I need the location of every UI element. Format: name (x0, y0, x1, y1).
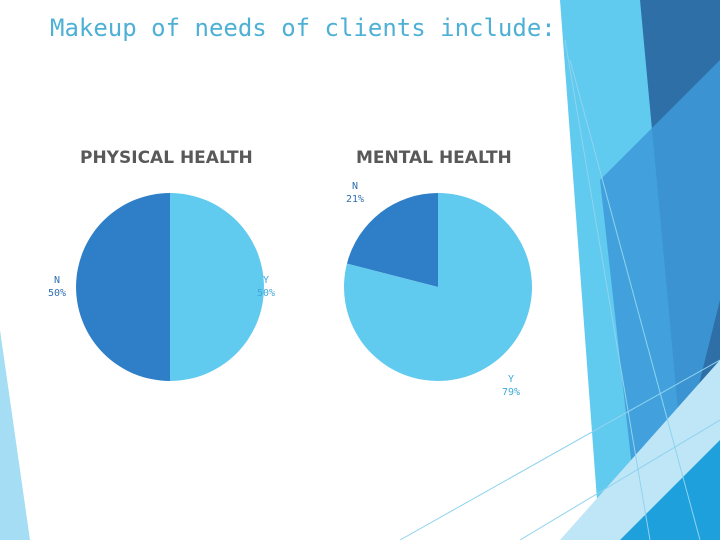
pie-slice-physical-health-y (170, 193, 264, 381)
data-label-physical-y: Y 50% (257, 274, 275, 300)
data-label-mental-y-value: 79% (502, 387, 521, 398)
slide-title: Makeup of needs of clients include: (50, 14, 556, 42)
decor-shape-left-sliver (0, 330, 30, 540)
data-label-mental-y-category: Y (508, 374, 515, 385)
pie-chart-physical-health (76, 193, 264, 381)
data-label-mental-n-category: N (352, 181, 359, 192)
pie-chart-mental-health (343, 193, 532, 381)
data-label-mental-n-value: 21% (346, 194, 365, 205)
data-label-physical-n: N 50% (48, 274, 66, 300)
pie-slice-physical-health-n (76, 193, 170, 381)
decor-line-2 (569, 59, 701, 540)
data-label-mental-n: N 21% (346, 180, 364, 206)
data-label-physical-n-value: 50% (48, 288, 67, 299)
decor-shape-bright-bottom (620, 440, 720, 540)
pie-slice-mental-health-n (346, 193, 438, 287)
decor-line-3 (399, 359, 720, 540)
chart-title-mental-health: MENTAL HEALTH (356, 148, 512, 168)
data-label-physical-y-value: 50% (257, 288, 276, 299)
data-label-mental-y: Y 79% (502, 373, 520, 399)
chart-title-physical-health: PHYSICAL HEALTH (80, 148, 253, 168)
data-label-physical-n-category: N (54, 275, 61, 286)
pie-slice-mental-health-y (343, 193, 532, 381)
decor-line-1 (564, 39, 651, 540)
data-label-physical-y-category: Y (263, 275, 270, 286)
decor-line-4 (519, 419, 720, 540)
